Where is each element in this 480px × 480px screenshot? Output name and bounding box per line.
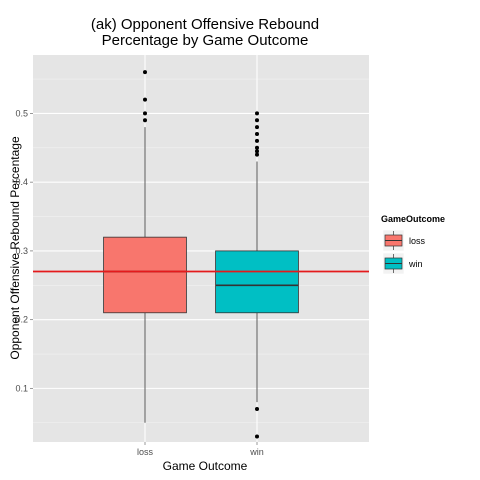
outlier-win-3	[255, 149, 259, 154]
y-tick-label-2: 0.3	[15, 246, 28, 256]
box-win	[215, 111, 299, 439]
outlier-loss-2	[143, 97, 147, 102]
x-axis: loss win	[137, 442, 264, 457]
x-axis-title: Game Outcome	[163, 459, 248, 473]
chart-title-line-1: (ak) Opponent Offensive Rebound	[91, 16, 319, 33]
plot-panel	[33, 55, 369, 442]
y-tick-label-4: 0.5	[15, 108, 28, 118]
outlier-win-4	[255, 145, 259, 150]
outlier-loss-1	[143, 111, 147, 116]
legend-title: GameOutcome	[381, 214, 445, 224]
grid-lines	[33, 55, 369, 442]
outlier-win-2	[255, 152, 259, 157]
box-rect-win	[215, 250, 299, 314]
outlier-loss-3	[143, 70, 147, 75]
x-tick-label-win: win	[249, 447, 264, 457]
outlier-win-8	[255, 118, 259, 123]
outlier-win-0	[255, 434, 259, 439]
x-tick-label-loss: loss	[137, 447, 154, 457]
outlier-win-7	[255, 125, 259, 130]
legend-key-loss	[382, 229, 405, 252]
outlier-win-5	[255, 138, 259, 143]
legend-key-win	[382, 252, 405, 275]
y-tick-label-0: 0.1	[15, 383, 28, 393]
outlier-win-1	[255, 407, 259, 412]
outlier-win-6	[255, 132, 259, 137]
box-rect-loss	[103, 236, 187, 314]
y-axis-title: Opponent Offensive Rebound Percentage	[8, 136, 22, 360]
legend-label-win: win	[408, 259, 423, 269]
chart-title-line-2: Percentage by Game Outcome	[102, 32, 309, 49]
legend-label-loss: loss	[409, 236, 426, 246]
y-axis: 0.1 0.2 0.3 0.4 0.5	[15, 108, 33, 393]
y-tick-label-3: 0.4	[15, 177, 28, 187]
outlier-loss-0	[143, 118, 147, 123]
outlier-win-9	[255, 111, 259, 116]
y-tick-label-1: 0.2	[15, 315, 28, 325]
legend: GameOutcome loss win	[381, 214, 445, 275]
